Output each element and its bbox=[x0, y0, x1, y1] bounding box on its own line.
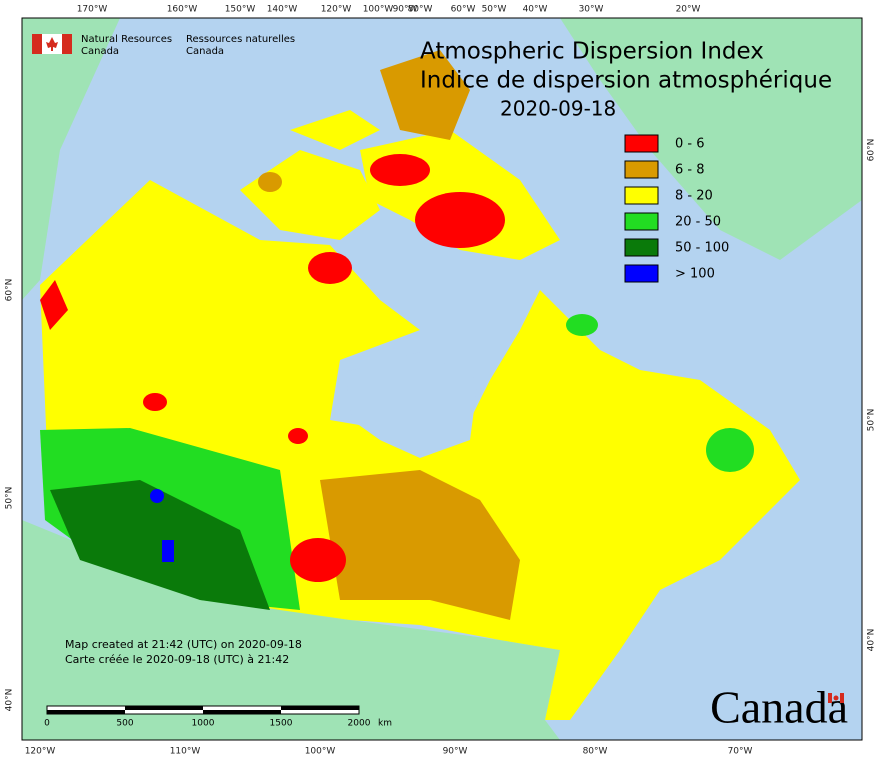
legend-label: 8 - 20 bbox=[675, 189, 713, 204]
scale-segment bbox=[203, 710, 281, 714]
map-frame bbox=[21, 17, 863, 741]
region-0-6 bbox=[308, 252, 352, 284]
flag-leaf bbox=[833, 695, 839, 701]
latitude-label: 40°N bbox=[867, 629, 877, 652]
wordmark-flag bbox=[828, 693, 844, 703]
latitude-label: 60°N bbox=[5, 279, 15, 302]
latitude-label: 50°N bbox=[867, 409, 877, 432]
latitude-label: 60°N bbox=[867, 139, 877, 162]
scale-segment bbox=[281, 706, 359, 710]
longitude-label: 80°W bbox=[583, 747, 608, 757]
title-en: Atmospheric Dispersion Index bbox=[420, 39, 764, 65]
region-0-6 bbox=[40, 280, 68, 330]
longitude-label: 30°W bbox=[579, 5, 604, 15]
map-body bbox=[22, 18, 862, 740]
region-0-6 bbox=[143, 393, 167, 411]
legend-swatch bbox=[624, 264, 659, 283]
legend-swatch bbox=[624, 238, 659, 257]
scale-unit: km bbox=[378, 719, 392, 729]
note: Carte créée le 2020-09-18 (UTC) à 21:42 bbox=[65, 653, 289, 666]
flag-bar bbox=[32, 34, 42, 54]
agency-en: Canada bbox=[81, 46, 119, 57]
longitude-label: 170°W bbox=[77, 5, 108, 15]
longitude-label: 90°W bbox=[443, 747, 468, 757]
legend-label: > 100 bbox=[675, 267, 715, 282]
longitude-label: 160°W bbox=[167, 5, 198, 15]
region-0-6 bbox=[290, 538, 346, 582]
island bbox=[240, 150, 380, 240]
region-6-8 bbox=[258, 172, 282, 192]
region-6-8 bbox=[320, 470, 520, 620]
legend-swatch bbox=[624, 212, 659, 231]
longitude-label: 120°W bbox=[321, 5, 352, 15]
longitude-label: 110°W bbox=[170, 747, 201, 757]
region-50-100 bbox=[50, 480, 270, 610]
region-0-6 bbox=[370, 154, 430, 186]
greenland bbox=[560, 18, 862, 260]
note: Map created at 21:42 (UTC) on 2020-09-18 bbox=[65, 638, 302, 651]
agency-en: Natural Resources bbox=[81, 34, 172, 45]
flag-leaf bbox=[46, 37, 58, 51]
flag-bar bbox=[62, 34, 72, 54]
legend-swatch bbox=[624, 134, 659, 153]
longitude-label: 100°W bbox=[305, 747, 336, 757]
latitude-label: 40°N bbox=[5, 689, 15, 712]
longitude-label: 60°W bbox=[451, 5, 476, 15]
agency-fr: Canada bbox=[186, 46, 224, 57]
legend-label: 50 - 100 bbox=[675, 241, 729, 256]
scale-label: 1000 bbox=[192, 719, 215, 729]
scale-bar bbox=[46, 705, 360, 715]
longitude-label: 140°W bbox=[267, 5, 298, 15]
longitude-label: 100°W bbox=[363, 5, 394, 15]
legend-label: 6 - 8 bbox=[675, 163, 705, 178]
longitude-label: 40°W bbox=[523, 5, 548, 15]
legend-swatch bbox=[624, 160, 659, 179]
region-over-100 bbox=[162, 540, 174, 562]
region-6-8 bbox=[380, 50, 470, 140]
latitude-label: 50°N bbox=[5, 487, 15, 510]
scale-label: 1500 bbox=[270, 719, 293, 729]
scale-label: 0 bbox=[44, 719, 50, 729]
agency-fr: Ressources naturelles bbox=[186, 34, 295, 45]
scale-segment bbox=[125, 706, 203, 710]
flag-bar bbox=[840, 693, 844, 703]
region-20-50 bbox=[566, 314, 598, 336]
longitude-label: 150°W bbox=[225, 5, 256, 15]
region-0-6 bbox=[288, 428, 308, 444]
title-fr: Indice de dispersion atmosphérique bbox=[420, 68, 832, 94]
longitude-label: 90°W bbox=[393, 5, 418, 15]
legend-label: 0 - 6 bbox=[675, 137, 705, 152]
logo: Natural Resources Canada Ressources natu… bbox=[32, 34, 295, 57]
region-20-50 bbox=[706, 428, 754, 472]
wordmark: Canada bbox=[710, 682, 848, 733]
legend-swatch bbox=[624, 186, 659, 205]
hudson-bay bbox=[345, 352, 478, 458]
longitude-label: 50°W bbox=[482, 5, 507, 15]
scale-label: 500 bbox=[116, 719, 133, 729]
region-0-6 bbox=[415, 192, 505, 248]
longitude-label: 80°W bbox=[408, 5, 433, 15]
legend-label: 20 - 50 bbox=[675, 215, 721, 230]
alaska bbox=[22, 18, 120, 300]
region-over-100 bbox=[150, 489, 164, 503]
scale-label: 2000 bbox=[348, 719, 371, 729]
title-date: 2020-09-18 bbox=[500, 97, 616, 121]
island bbox=[290, 110, 380, 150]
longitude-label: 20°W bbox=[676, 5, 701, 15]
flag-bar bbox=[828, 693, 832, 703]
longitude-label: 120°W bbox=[25, 747, 56, 757]
scale-segment bbox=[47, 710, 125, 714]
longitude-label: 70°W bbox=[728, 747, 753, 757]
